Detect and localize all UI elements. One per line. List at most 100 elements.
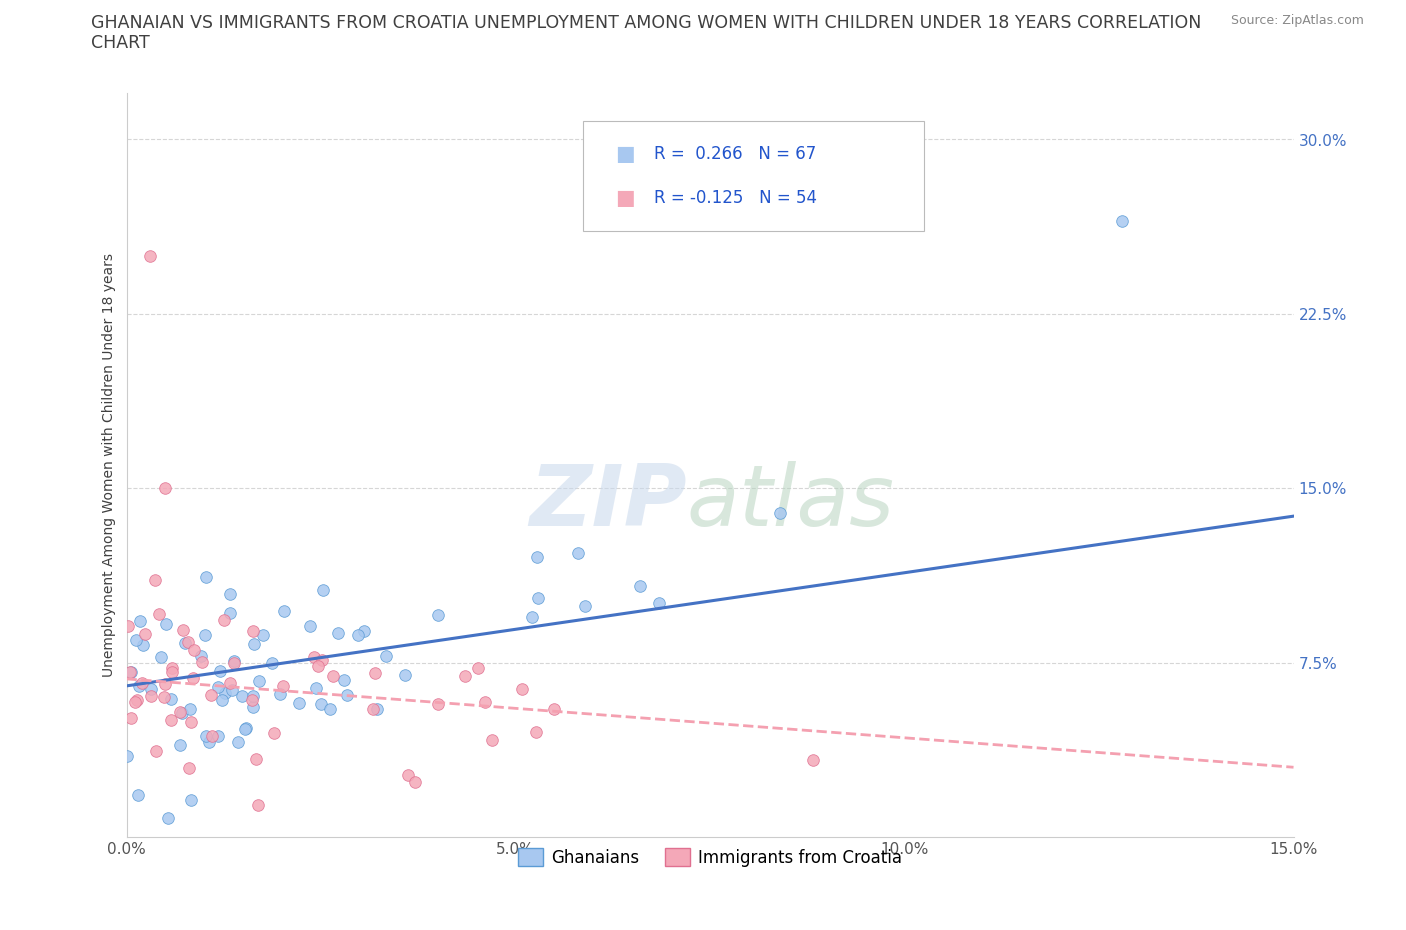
Point — [117, 618, 139, 633]
Point — [218, 605, 240, 620]
Point — [218, 586, 240, 601]
Point — [139, 681, 162, 696]
Point — [474, 695, 496, 710]
Point — [366, 701, 388, 716]
Point — [125, 692, 148, 707]
Point — [520, 610, 543, 625]
Point — [305, 681, 328, 696]
Point — [333, 673, 356, 688]
Point — [426, 698, 449, 712]
Legend: Ghanaians, Immigrants from Croatia: Ghanaians, Immigrants from Croatia — [512, 842, 908, 873]
Point — [218, 675, 240, 690]
Point — [454, 669, 477, 684]
Point — [160, 660, 183, 675]
Point — [118, 664, 141, 679]
Point — [311, 652, 333, 667]
Point — [152, 689, 174, 704]
Point — [574, 599, 596, 614]
Point — [131, 675, 153, 690]
Point — [134, 627, 156, 642]
Point — [335, 688, 357, 703]
Point — [312, 582, 335, 597]
Point — [124, 694, 146, 709]
Point — [769, 505, 792, 520]
Point — [172, 623, 194, 638]
Point — [235, 720, 257, 735]
Point — [467, 660, 489, 675]
Point — [148, 606, 170, 621]
Point — [524, 724, 547, 739]
Point — [160, 664, 183, 679]
Point — [132, 637, 155, 652]
Point — [155, 617, 177, 631]
Point — [169, 737, 191, 752]
Point — [195, 570, 218, 585]
Point — [115, 749, 138, 764]
Point — [394, 667, 416, 682]
Point — [149, 649, 172, 664]
Y-axis label: Unemployment Among Women with Children Under 18 years: Unemployment Among Women with Children U… — [103, 253, 117, 677]
Point — [307, 658, 329, 673]
Text: R = -0.125   N = 54: R = -0.125 N = 54 — [655, 189, 817, 207]
Point — [214, 685, 236, 700]
Point — [127, 788, 149, 803]
Point — [361, 701, 384, 716]
Text: Source: ZipAtlas.com: Source: ZipAtlas.com — [1230, 14, 1364, 27]
Point — [396, 767, 419, 782]
Point — [128, 679, 150, 694]
Point — [247, 673, 270, 688]
Point — [527, 591, 550, 606]
Point — [207, 728, 229, 743]
Point — [567, 546, 589, 561]
Point — [287, 695, 309, 710]
Point — [120, 711, 142, 725]
Point — [200, 688, 222, 703]
Point — [628, 578, 651, 593]
Point — [269, 686, 291, 701]
Point — [145, 744, 167, 759]
Point — [129, 614, 152, 629]
Point — [233, 722, 256, 737]
Point — [309, 697, 332, 711]
Point — [298, 618, 321, 633]
Point — [801, 752, 824, 767]
Point — [222, 655, 245, 670]
Point — [181, 671, 204, 685]
Point — [143, 573, 166, 588]
Point — [201, 729, 224, 744]
Point — [120, 665, 142, 680]
Point — [364, 666, 387, 681]
Text: CHART: CHART — [91, 34, 150, 52]
Point — [221, 682, 243, 697]
Point — [179, 761, 201, 776]
Point — [125, 633, 148, 648]
Point — [404, 775, 426, 790]
Point — [648, 595, 671, 610]
Point — [242, 636, 264, 651]
Point — [374, 648, 396, 663]
Point — [179, 701, 201, 716]
Point — [212, 613, 235, 628]
Point — [240, 692, 263, 707]
Point — [1111, 214, 1133, 229]
Point — [207, 680, 229, 695]
Point — [353, 623, 375, 638]
Point — [224, 654, 246, 669]
Point — [226, 735, 249, 750]
Point — [170, 705, 193, 720]
Point — [273, 604, 295, 618]
Text: GHANAIAN VS IMMIGRANTS FROM CROATIA UNEMPLOYMENT AMONG WOMEN WITH CHILDREN UNDER: GHANAIAN VS IMMIGRANTS FROM CROATIA UNEM… — [91, 14, 1202, 32]
Point — [155, 481, 177, 496]
Text: R =  0.266   N = 67: R = 0.266 N = 67 — [655, 145, 817, 163]
Point — [139, 689, 162, 704]
Point — [427, 607, 450, 622]
Point — [252, 628, 274, 643]
Point — [271, 678, 294, 693]
Point — [177, 634, 200, 649]
Point — [302, 649, 325, 664]
Point — [526, 550, 548, 565]
Point — [197, 735, 219, 750]
Point — [242, 623, 264, 638]
Text: ZIP: ZIP — [529, 460, 686, 544]
Point — [180, 792, 202, 807]
